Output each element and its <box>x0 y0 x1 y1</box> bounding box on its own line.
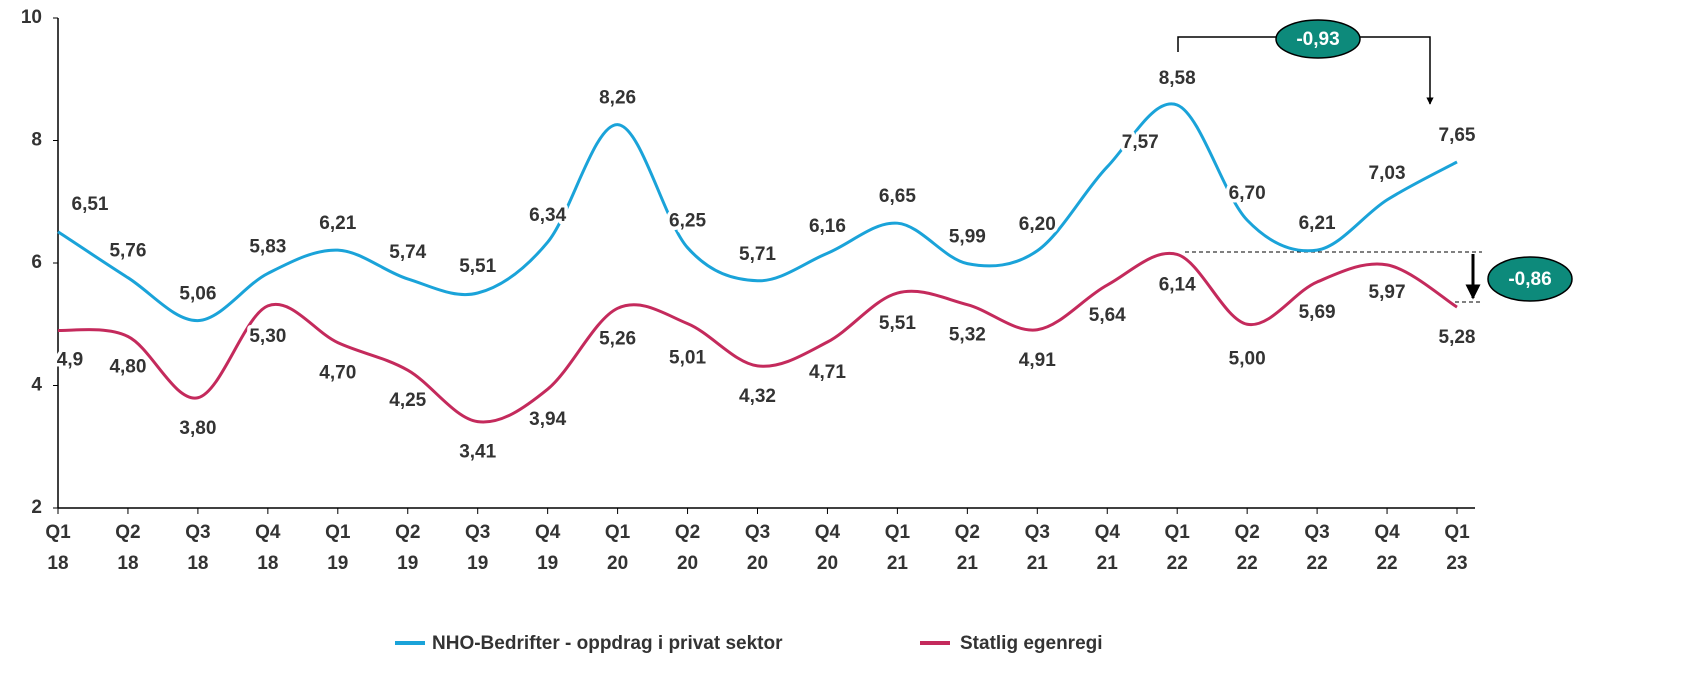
x-tick-label: 18 <box>187 553 208 574</box>
data-label: 5,51 <box>879 313 916 334</box>
data-label: 7,03 <box>1369 163 1406 184</box>
x-tick-label: 21 <box>1097 553 1119 574</box>
data-label: 6,21 <box>1299 213 1336 234</box>
x-tick-label: Q4 <box>815 522 841 543</box>
x-tick-label: 19 <box>327 553 348 574</box>
x-tick-label: 19 <box>397 553 418 574</box>
data-label: 4,9 <box>57 349 83 370</box>
data-label: 8,26 <box>599 88 636 109</box>
data-label: 6,21 <box>319 213 356 234</box>
x-tick-label: Q4 <box>1374 522 1400 543</box>
data-label: 5,71 <box>739 244 776 265</box>
x-tick-label: 21 <box>1027 553 1049 574</box>
data-label: 4,80 <box>109 357 146 378</box>
y-tick-label: 4 <box>31 375 42 396</box>
x-tick-label: Q2 <box>1234 522 1259 543</box>
x-tick-label: 18 <box>47 553 68 574</box>
legend-label: Statlig egenregi <box>960 633 1103 654</box>
x-tick-label: Q4 <box>1095 522 1121 543</box>
x-tick-label: 21 <box>957 553 979 574</box>
data-label: 6,16 <box>809 216 846 237</box>
annotation-bubble <box>1487 256 1573 302</box>
y-tick-label: 8 <box>31 130 42 151</box>
data-label: 4,91 <box>1019 350 1056 371</box>
x-tick-label: 19 <box>537 553 558 574</box>
annotation-text: -0,86 <box>1508 269 1551 290</box>
x-tick-label: 21 <box>887 553 909 574</box>
x-tick-label: 22 <box>1167 553 1188 574</box>
x-tick-label: Q3 <box>745 522 770 543</box>
data-label: 5,99 <box>949 227 986 248</box>
annotation-text: -0,93 <box>1296 29 1339 50</box>
data-label: 4,71 <box>809 362 846 383</box>
x-tick-label: 20 <box>747 553 768 574</box>
data-label: 5,06 <box>179 284 216 305</box>
x-tick-label: Q1 <box>1444 522 1470 543</box>
x-tick-label: Q2 <box>395 522 420 543</box>
x-tick-label: Q3 <box>465 522 490 543</box>
data-label: 3,80 <box>179 418 216 439</box>
x-tick-label: Q2 <box>675 522 700 543</box>
x-tick-label: 19 <box>467 553 488 574</box>
x-tick-label: Q1 <box>45 522 71 543</box>
legend-label: NHO-Bedrifter - oppdrag i privat sektor <box>432 633 783 654</box>
x-tick-label: Q4 <box>255 522 281 543</box>
data-label: 5,32 <box>949 325 986 346</box>
x-tick-label: Q1 <box>605 522 631 543</box>
data-label: 5,83 <box>249 236 286 257</box>
data-label: 4,32 <box>739 386 776 407</box>
x-tick-label: Q3 <box>1025 522 1050 543</box>
y-tick-label: 6 <box>31 252 42 273</box>
x-tick-label: Q3 <box>185 522 210 543</box>
x-tick-label: Q1 <box>1165 522 1191 543</box>
data-label: 6,25 <box>669 211 706 232</box>
data-label: 5,76 <box>109 241 146 262</box>
data-label: 5,26 <box>599 328 636 349</box>
series-line <box>57 251 1458 424</box>
x-tick-label: Q1 <box>885 522 911 543</box>
data-label: 5,30 <box>249 326 286 347</box>
annotation-bubble <box>1275 19 1361 59</box>
data-label: 4,25 <box>389 390 426 411</box>
data-label: 7,65 <box>1439 125 1476 146</box>
data-label: 5,01 <box>669 348 706 369</box>
data-label: 5,74 <box>389 242 426 263</box>
data-label: 7,57 <box>1122 132 1159 153</box>
x-tick-label: Q3 <box>1304 522 1329 543</box>
series-line <box>57 102 1458 323</box>
data-label: 4,70 <box>319 363 356 384</box>
x-tick-label: Q2 <box>955 522 980 543</box>
data-label: 5,28 <box>1439 327 1476 348</box>
x-tick-label: 20 <box>677 553 698 574</box>
x-tick-label: 22 <box>1307 553 1328 574</box>
data-label: 6,34 <box>529 205 566 226</box>
x-tick-label: Q1 <box>325 522 351 543</box>
data-label: 6,51 <box>72 194 109 215</box>
x-tick-label: 22 <box>1237 553 1258 574</box>
x-tick-label: 20 <box>817 553 838 574</box>
x-tick-label: 18 <box>257 553 278 574</box>
data-label: 6,65 <box>879 186 916 207</box>
data-label: 6,20 <box>1019 214 1056 235</box>
x-tick-label: Q4 <box>535 522 561 543</box>
data-label: 6,70 <box>1229 183 1266 204</box>
x-tick-label: 22 <box>1376 553 1397 574</box>
x-tick-label: 20 <box>607 553 628 574</box>
data-label: 3,94 <box>529 409 566 430</box>
data-label: 6,14 <box>1159 274 1196 295</box>
data-label: 5,97 <box>1369 282 1406 303</box>
data-label: 5,51 <box>459 256 496 277</box>
y-tick-label: 2 <box>31 497 42 518</box>
x-tick-label: Q2 <box>115 522 140 543</box>
data-label: 3,41 <box>459 442 496 463</box>
x-tick-label: 23 <box>1446 553 1467 574</box>
data-label: 5,69 <box>1299 302 1336 323</box>
data-label: 5,64 <box>1089 305 1126 326</box>
data-label: 8,58 <box>1159 68 1196 89</box>
data-label: 5,00 <box>1229 348 1266 369</box>
y-tick-label: 10 <box>21 7 42 28</box>
x-tick-label: 18 <box>117 553 138 574</box>
